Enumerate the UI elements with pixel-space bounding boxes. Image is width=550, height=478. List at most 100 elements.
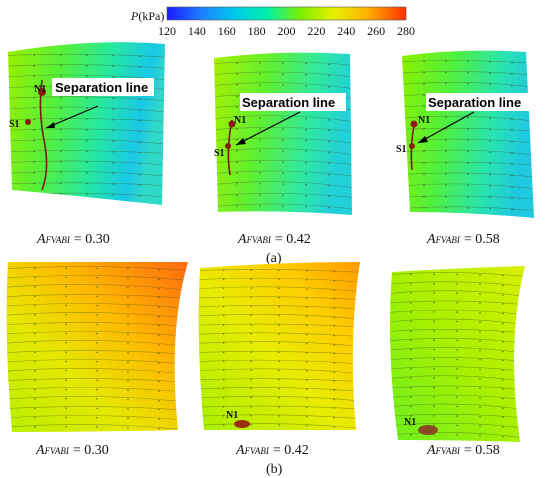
colorbar-ticks: 120 140 160 180 200 220 240 260 280 bbox=[158, 24, 415, 38]
streamline bbox=[6, 294, 188, 299]
streamline bbox=[198, 387, 360, 392]
streamline-marker bbox=[445, 139, 447, 141]
streamline-marker bbox=[250, 323, 253, 326]
streamline-marker bbox=[236, 73, 238, 75]
streamline-marker bbox=[65, 425, 67, 428]
streamline-marker bbox=[456, 292, 458, 294]
streamline-marker bbox=[423, 105, 425, 108]
streamline-marker bbox=[333, 379, 336, 382]
streamline-marker bbox=[410, 320, 412, 323]
streamline-marker bbox=[489, 162, 491, 165]
streamline bbox=[8, 128, 165, 134]
streamline-marker bbox=[333, 352, 336, 355]
streamline-marker bbox=[433, 415, 435, 417]
streamline-marker bbox=[236, 194, 238, 196]
streamline-marker bbox=[138, 162, 141, 165]
streamline-marker bbox=[456, 320, 458, 323]
streamline-marker bbox=[138, 109, 141, 112]
n1-label: N1 bbox=[34, 84, 46, 95]
streamline bbox=[198, 368, 360, 375]
streamline bbox=[214, 71, 352, 78]
streamline-marker bbox=[222, 415, 225, 417]
streamline bbox=[402, 206, 534, 212]
streamline-marker bbox=[127, 333, 129, 335]
streamline-marker bbox=[96, 276, 98, 279]
streamline-marker bbox=[127, 380, 129, 382]
streamline-marker bbox=[305, 139, 307, 142]
streamline-marker bbox=[112, 54, 115, 57]
colorbar: P(kPa) 120 140 160 180 200 220 240 260 280 bbox=[130, 6, 415, 38]
streamline-marker bbox=[410, 348, 412, 351]
streamline-marker bbox=[158, 362, 160, 364]
streamline-marker bbox=[410, 405, 412, 408]
blade-surface bbox=[390, 266, 525, 442]
streamline-marker bbox=[250, 396, 253, 399]
streamline-marker bbox=[33, 150, 36, 153]
streamline-marker bbox=[479, 311, 481, 314]
streamline-marker bbox=[456, 405, 458, 408]
panel-b-058: N1 AFVABI = 0.58 bbox=[390, 266, 525, 458]
streamline-marker bbox=[433, 348, 435, 351]
streamline-marker bbox=[305, 205, 307, 208]
streamline-marker bbox=[489, 72, 491, 74]
streamline-marker bbox=[112, 172, 115, 175]
streamline bbox=[214, 148, 352, 155]
streamline-marker bbox=[65, 285, 67, 288]
streamline-marker bbox=[259, 83, 261, 86]
streamline-marker bbox=[410, 292, 412, 294]
streamline-marker bbox=[59, 54, 62, 56]
streamline-marker bbox=[479, 274, 481, 276]
streamline-marker bbox=[34, 407, 36, 410]
streamline-marker bbox=[479, 387, 481, 389]
streamline-marker bbox=[502, 407, 504, 410]
streamline bbox=[402, 149, 534, 156]
panel-a-030: Separation line N1 S1 AFVABI = 0.30 bbox=[8, 42, 165, 247]
streamline-marker bbox=[34, 304, 36, 307]
streamline-marker bbox=[127, 342, 129, 345]
streamline bbox=[390, 290, 525, 297]
streamline-marker bbox=[479, 406, 481, 408]
s1-label: S1 bbox=[396, 144, 407, 155]
streamline-marker bbox=[328, 74, 330, 77]
streamline-marker bbox=[410, 367, 412, 370]
streamline-marker bbox=[278, 396, 280, 399]
streamline-marker bbox=[502, 274, 504, 277]
streamline-marker bbox=[222, 396, 225, 399]
streamline-marker bbox=[423, 195, 425, 198]
streamline-marker bbox=[511, 163, 513, 165]
streamline-marker bbox=[112, 97, 115, 100]
streamline-marker bbox=[127, 296, 129, 298]
streamline-marker bbox=[511, 197, 513, 199]
node-n1 bbox=[418, 425, 438, 435]
streamline-marker bbox=[112, 161, 115, 164]
streamline-marker bbox=[259, 139, 261, 141]
streamline-marker bbox=[456, 348, 458, 351]
streamline-marker bbox=[158, 268, 160, 271]
streamline-marker bbox=[65, 379, 67, 382]
streamline bbox=[402, 115, 534, 122]
streamline-marker bbox=[433, 320, 435, 322]
streamline-marker bbox=[502, 416, 504, 419]
streamline bbox=[214, 61, 352, 66]
streamline-marker bbox=[33, 54, 36, 56]
streamline bbox=[214, 115, 352, 122]
streamline-marker bbox=[112, 118, 115, 121]
streamline bbox=[214, 127, 352, 132]
streamline bbox=[6, 415, 188, 421]
streamline-marker bbox=[33, 129, 36, 131]
streamline-marker bbox=[328, 86, 330, 88]
callout-box bbox=[52, 78, 154, 96]
streamline-marker bbox=[96, 314, 98, 316]
streamline-marker bbox=[445, 60, 447, 62]
streamline-marker bbox=[65, 304, 67, 307]
streamline bbox=[6, 284, 188, 291]
streamline-marker bbox=[33, 86, 36, 88]
streamline-marker bbox=[96, 379, 98, 382]
streamline-marker bbox=[511, 174, 513, 177]
streamline-marker bbox=[112, 76, 115, 78]
streamline-marker bbox=[33, 182, 36, 185]
streamline-marker bbox=[456, 424, 458, 427]
streamline-marker bbox=[236, 62, 238, 64]
streamline-marker bbox=[305, 117, 307, 120]
streamline bbox=[198, 332, 360, 338]
